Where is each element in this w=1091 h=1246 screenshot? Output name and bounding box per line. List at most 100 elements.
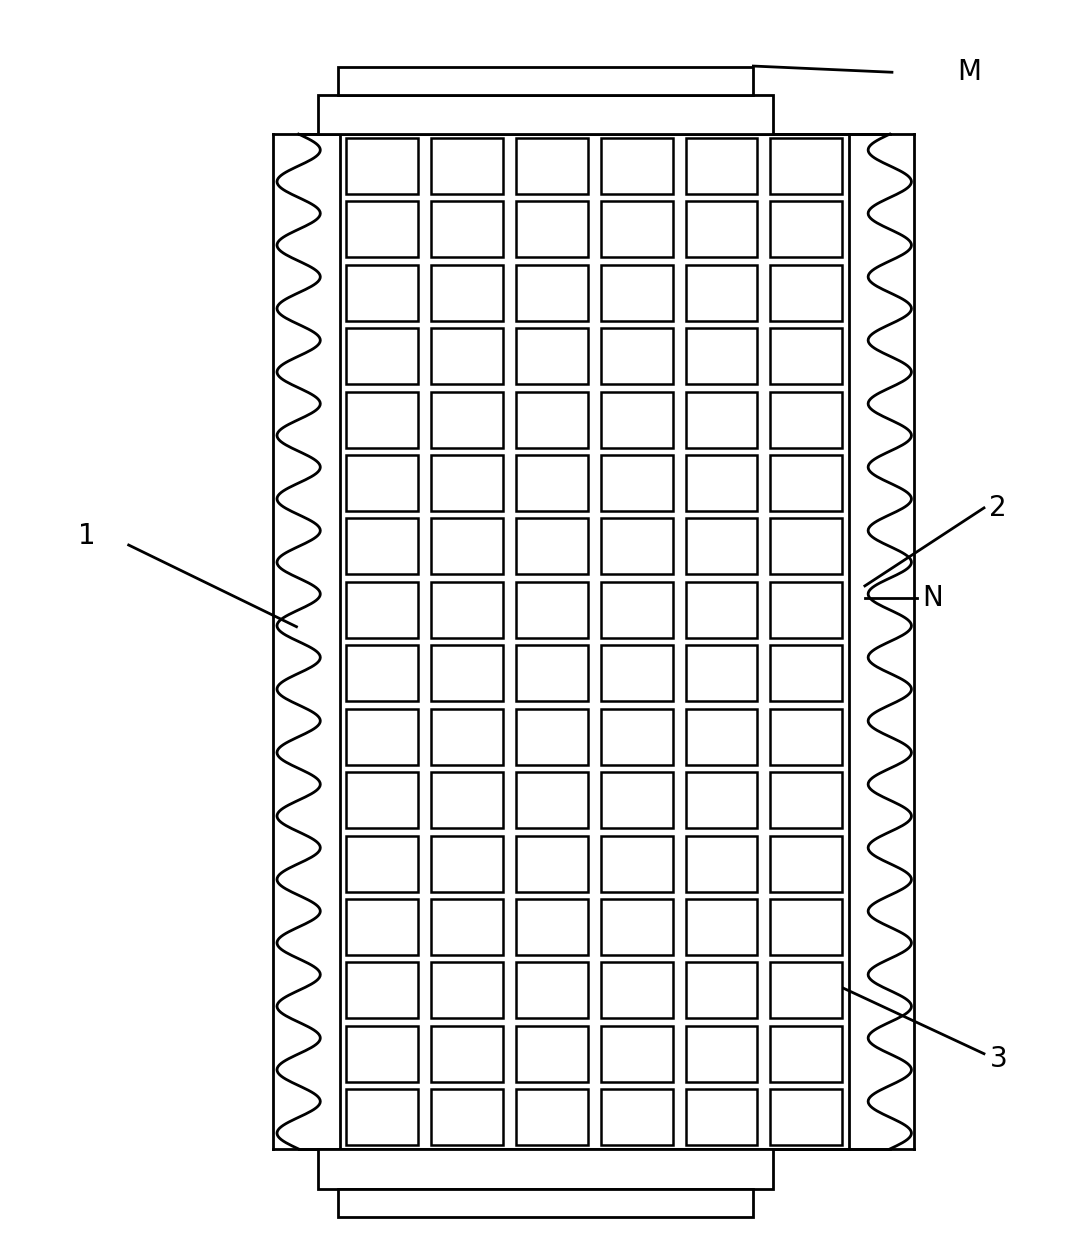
Bar <box>346 1089 418 1145</box>
Text: N: N <box>922 584 943 612</box>
Bar <box>685 455 757 511</box>
Bar <box>431 202 503 257</box>
Bar <box>346 773 418 829</box>
Bar <box>601 709 672 765</box>
Bar <box>770 328 842 384</box>
Bar <box>685 645 757 701</box>
Bar <box>770 582 842 638</box>
Bar <box>685 582 757 638</box>
Bar <box>601 455 672 511</box>
Bar <box>770 138 842 194</box>
Bar <box>431 518 503 574</box>
Bar <box>685 518 757 574</box>
Bar <box>516 1089 588 1145</box>
Bar <box>685 391 757 447</box>
Bar <box>516 836 588 892</box>
Bar <box>516 391 588 447</box>
Bar <box>431 836 503 892</box>
Bar <box>601 836 672 892</box>
Text: 1: 1 <box>77 522 95 551</box>
Bar <box>770 518 842 574</box>
Bar <box>601 582 672 638</box>
Bar <box>346 518 418 574</box>
Bar <box>346 962 418 1018</box>
Bar <box>770 836 842 892</box>
Text: M: M <box>957 59 981 86</box>
Bar <box>431 138 503 194</box>
Bar <box>770 391 842 447</box>
Bar <box>337 67 754 95</box>
Bar <box>685 836 757 892</box>
Bar <box>346 582 418 638</box>
Bar <box>516 138 588 194</box>
Bar <box>770 1025 842 1082</box>
Bar <box>770 455 842 511</box>
Bar <box>516 709 588 765</box>
Bar <box>516 518 588 574</box>
Bar <box>346 645 418 701</box>
Bar <box>516 900 588 954</box>
Bar <box>516 582 588 638</box>
Bar <box>685 773 757 829</box>
Bar <box>516 328 588 384</box>
Bar <box>431 773 503 829</box>
Bar <box>431 264 503 320</box>
Bar <box>770 709 842 765</box>
Bar <box>516 645 588 701</box>
Bar <box>339 135 849 1149</box>
Bar <box>431 1089 503 1145</box>
Bar <box>685 328 757 384</box>
Bar <box>516 455 588 511</box>
Bar <box>770 202 842 257</box>
Text: 2: 2 <box>990 493 1007 522</box>
Bar <box>770 962 842 1018</box>
Bar <box>431 582 503 638</box>
Bar <box>431 962 503 1018</box>
Text: 3: 3 <box>990 1044 1007 1073</box>
Bar <box>770 900 842 954</box>
Bar <box>431 1025 503 1082</box>
Bar <box>685 138 757 194</box>
Bar <box>685 709 757 765</box>
Bar <box>601 264 672 320</box>
Bar <box>770 264 842 320</box>
Bar <box>516 962 588 1018</box>
Bar <box>431 455 503 511</box>
Bar <box>346 202 418 257</box>
Bar <box>346 709 418 765</box>
Bar <box>516 264 588 320</box>
Bar <box>346 391 418 447</box>
Bar <box>601 328 672 384</box>
Bar <box>685 264 757 320</box>
Bar <box>770 645 842 701</box>
Bar <box>685 202 757 257</box>
Bar <box>337 1189 754 1217</box>
Bar <box>685 962 757 1018</box>
Bar <box>601 1025 672 1082</box>
Bar <box>685 1025 757 1082</box>
Bar <box>431 391 503 447</box>
Bar <box>431 709 503 765</box>
Bar <box>431 645 503 701</box>
Bar <box>685 1089 757 1145</box>
Bar <box>346 138 418 194</box>
Bar <box>601 518 672 574</box>
Bar <box>346 1025 418 1082</box>
Bar <box>601 391 672 447</box>
Bar <box>601 1089 672 1145</box>
Bar <box>516 202 588 257</box>
Bar <box>601 900 672 954</box>
Bar <box>601 138 672 194</box>
Bar <box>685 900 757 954</box>
Bar <box>346 900 418 954</box>
Bar <box>601 645 672 701</box>
Bar <box>346 455 418 511</box>
Bar <box>431 900 503 954</box>
Bar <box>319 1149 772 1189</box>
Bar <box>516 1025 588 1082</box>
Bar <box>346 328 418 384</box>
Bar <box>346 264 418 320</box>
Bar <box>770 773 842 829</box>
Bar <box>319 95 772 135</box>
Bar <box>516 773 588 829</box>
